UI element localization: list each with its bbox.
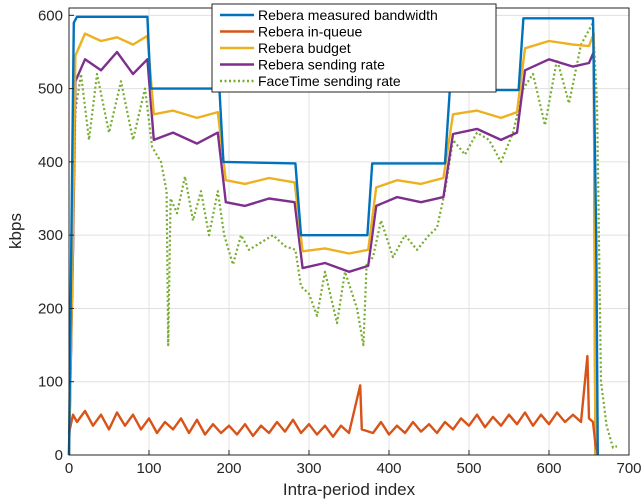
- series-line-1: [67, 354, 599, 456]
- y-axis-title: kbps: [6, 213, 25, 249]
- y-tick-label: 400: [38, 154, 63, 171]
- x-tick-label: 300: [296, 460, 321, 477]
- series-line-4: [67, 21, 618, 456]
- x-tick-label: 500: [456, 460, 481, 477]
- x-tick-label: 400: [376, 460, 401, 477]
- legend-label-0: Rebera measured bandwidth: [258, 7, 438, 23]
- y-tick-label: 0: [55, 447, 63, 464]
- y-tick-label: 500: [38, 81, 63, 98]
- series-line-2: [67, 32, 597, 456]
- legend-box: [211, 3, 497, 93]
- legend-label-4: FaceTime sending rate: [258, 73, 401, 89]
- y-tick-label: 300: [38, 227, 63, 244]
- legend-label-1: Rebera in-queue: [258, 24, 363, 40]
- legend-label-2: Rebera budget: [258, 40, 351, 56]
- x-tick-label: 200: [216, 460, 241, 477]
- y-tick-label: 600: [38, 7, 63, 24]
- series-line-0: [67, 15, 599, 456]
- y-tick-label: 100: [38, 374, 63, 391]
- x-tick-label: 600: [536, 460, 561, 477]
- x-tick-label: 100: [136, 460, 161, 477]
- x-tick-label: 700: [616, 460, 641, 477]
- series-line-3: [67, 50, 597, 456]
- y-tick-label: 200: [38, 300, 63, 317]
- axis-ticks: 0 100 200 300 400 500 600 700 0 100 200 300 400 500 60…: [38, 7, 642, 477]
- x-axis-title: Intra-period index: [283, 480, 416, 499]
- x-tick-label: 0: [65, 460, 73, 477]
- legend-label-3: Rebera sending rate: [258, 57, 385, 73]
- plot-area: [67, 15, 618, 456]
